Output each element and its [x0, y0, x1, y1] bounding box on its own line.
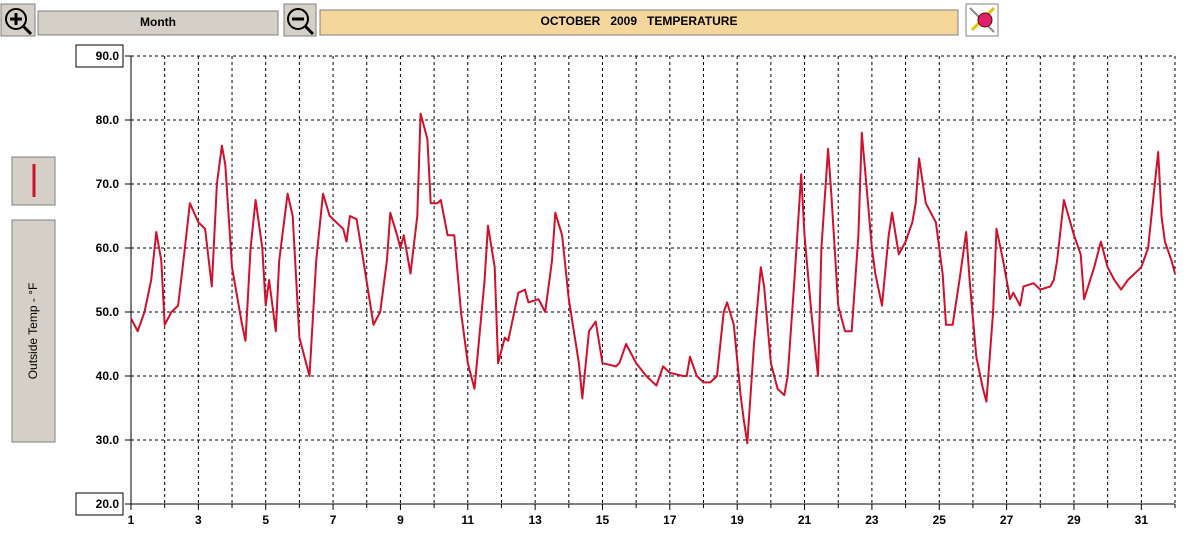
x-tick-label: 25	[933, 513, 947, 527]
x-tick-label: 5	[262, 513, 269, 527]
x-tick-label: 9	[397, 513, 404, 527]
x-tick-label: 23	[865, 513, 879, 527]
x-tick-label: 7	[330, 513, 337, 527]
y-tick-label: 70.0	[96, 177, 120, 191]
y-tick-label: 90.0	[96, 49, 120, 63]
x-tick-label: 31	[1135, 513, 1149, 527]
y-tick-label: 20.0	[96, 497, 120, 511]
period-label: Month	[140, 15, 176, 29]
temperature-line	[130, 112, 1176, 445]
x-tick-label: 21	[798, 513, 812, 527]
y-tick-label: 50.0	[96, 305, 120, 319]
legend-button[interactable]	[11, 156, 56, 206]
x-tick-label: 15	[596, 513, 610, 527]
x-tick-label: 27	[1000, 513, 1014, 527]
y-tick-label: 40.0	[96, 369, 120, 383]
y-tick-label: 30.0	[96, 433, 120, 447]
x-tick-label: 19	[731, 513, 745, 527]
paint-button[interactable]	[965, 3, 999, 37]
x-tick-label: 29	[1067, 513, 1081, 527]
title-bar	[319, 9, 959, 36]
zoom-out-button[interactable]	[283, 3, 317, 37]
zoom-in-button[interactable]	[0, 3, 36, 37]
x-tick-label: 13	[528, 513, 542, 527]
y-tick-label: 80.0	[96, 113, 120, 127]
x-tick-label: 3	[195, 513, 202, 527]
x-tick-label: 17	[663, 513, 677, 527]
y-axis-label: Outside Temp - °F	[26, 283, 40, 380]
y-tick-box	[75, 44, 124, 68]
x-tick-label: 11	[461, 513, 474, 527]
y-tick-label: 60.0	[96, 241, 120, 255]
y-axis-button[interactable]: Outside Temp - °F	[11, 219, 56, 443]
y-tick-box	[75, 492, 124, 516]
chart-title: OCTOBER 2009 TEMPERATURE	[541, 14, 738, 28]
period-button[interactable]: Month	[37, 10, 279, 36]
x-tick-label: 1	[128, 513, 135, 527]
